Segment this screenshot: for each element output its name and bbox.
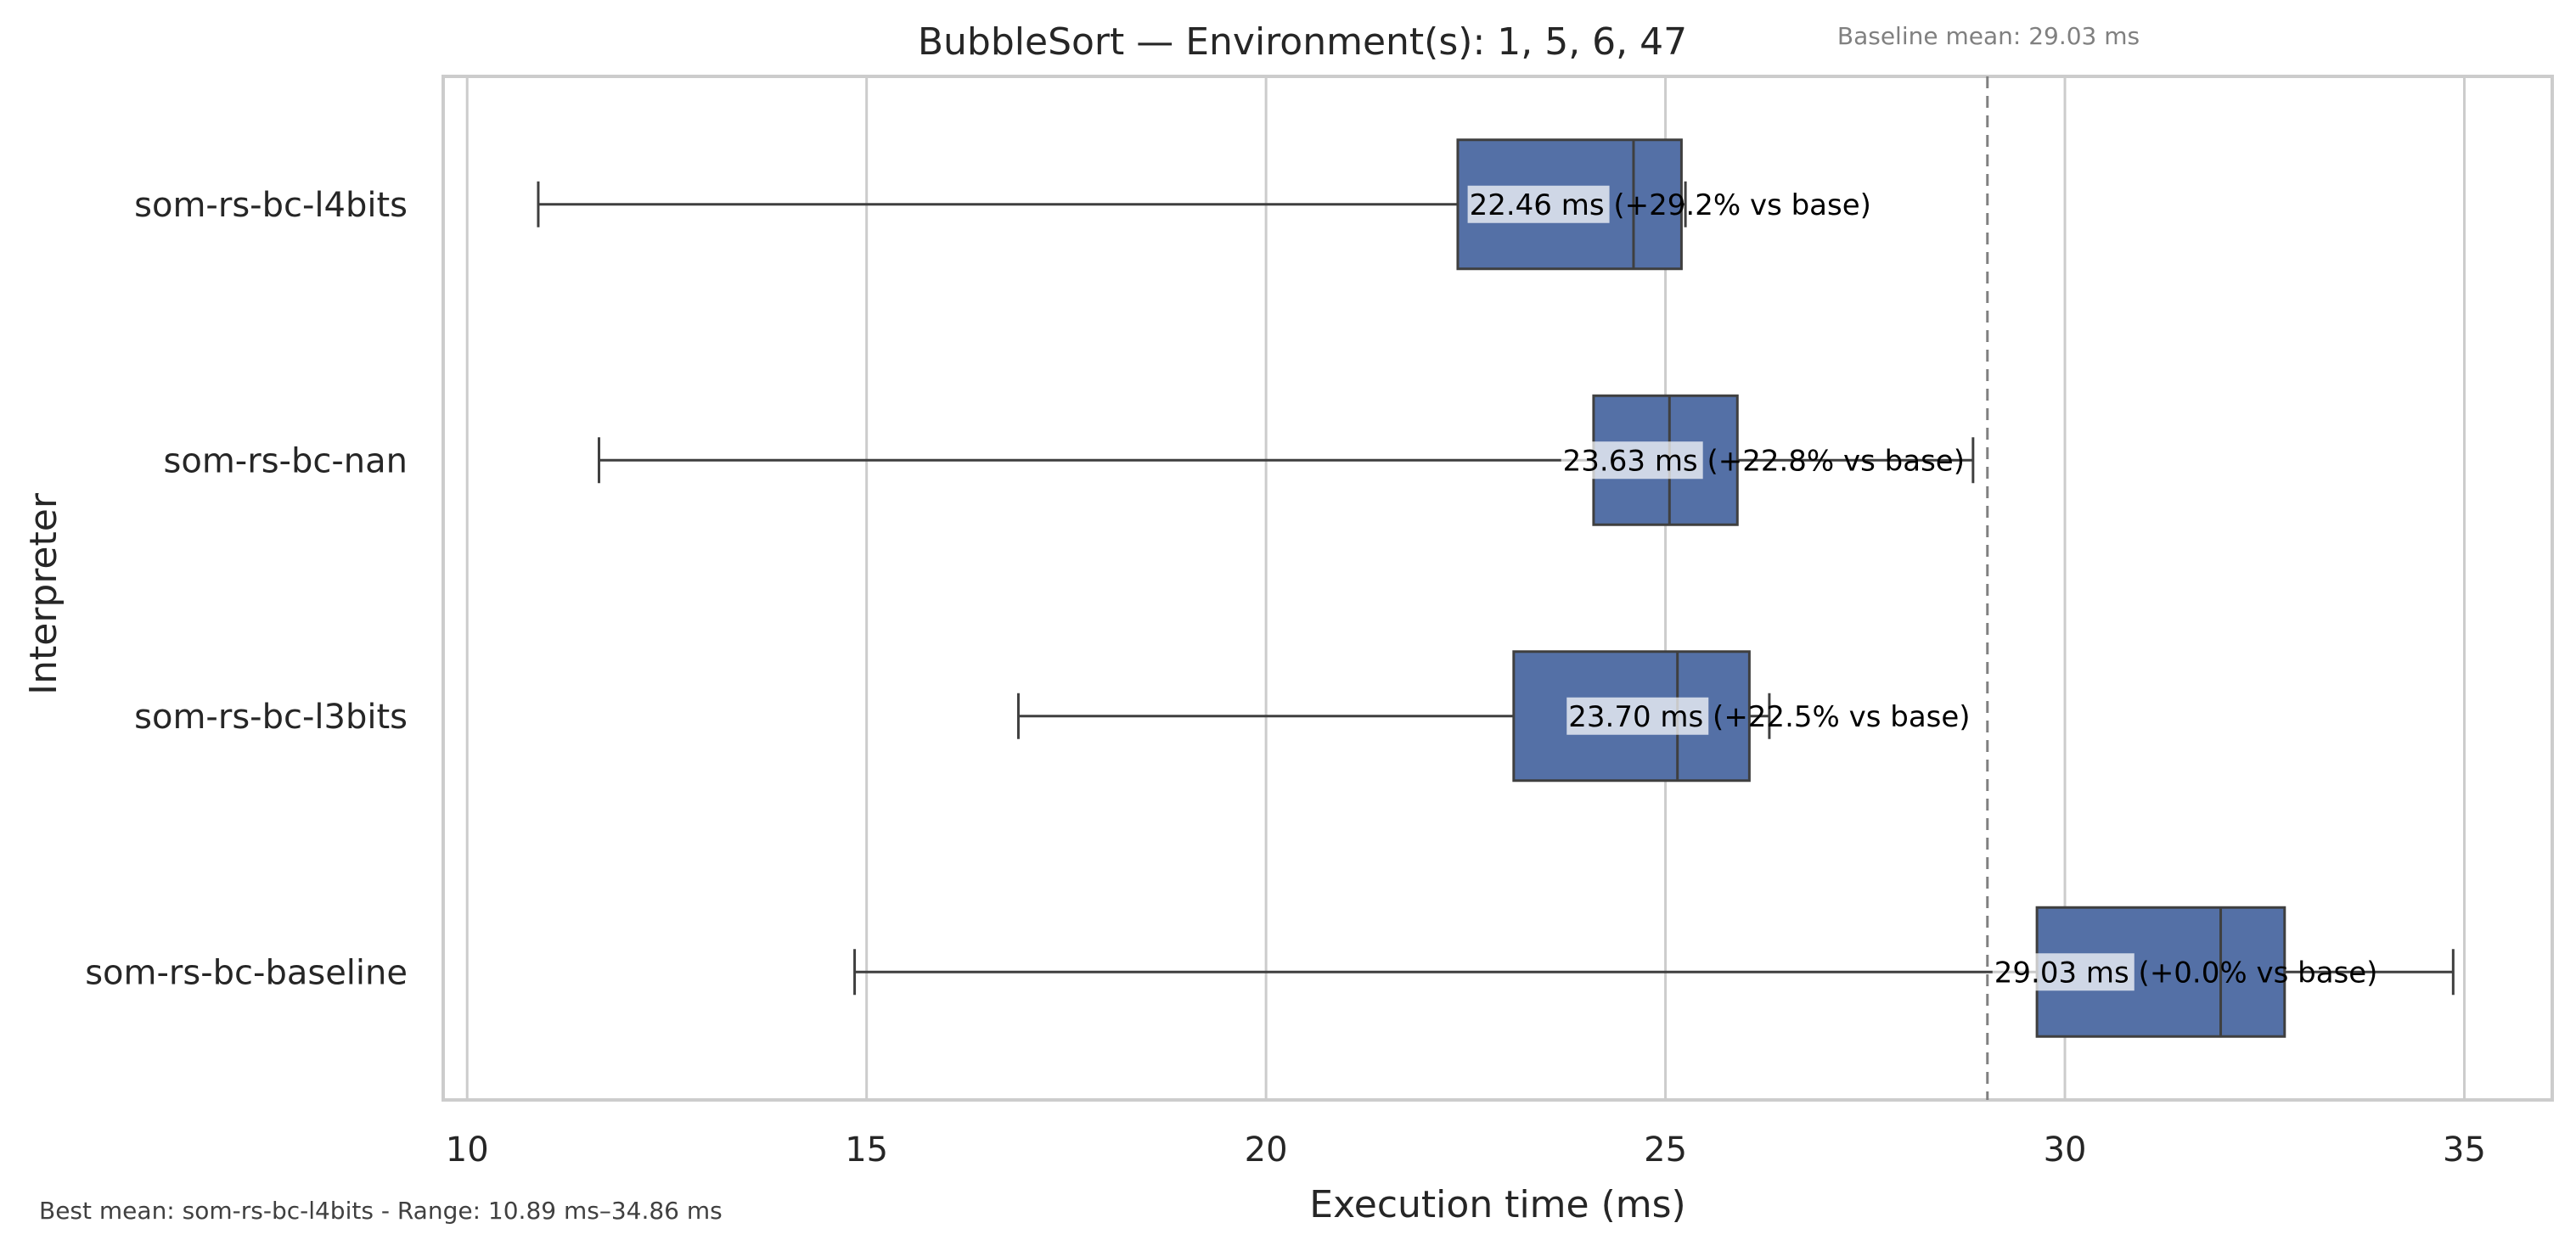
y-axis-title: Interpreter bbox=[22, 492, 65, 695]
mean-annotation: 23.63 ms (+22.8% vs base) bbox=[1561, 441, 1965, 480]
mean-annotation: 22.46 ms (+29.2% vs base) bbox=[1467, 185, 1871, 223]
baseline-label: Baseline mean: 29.03 ms bbox=[1837, 22, 2140, 50]
mean-label: 22.46 ms (+29.2% vs base) bbox=[1470, 188, 1871, 222]
mean-label-background bbox=[1561, 441, 1703, 480]
mean-label-background bbox=[1467, 185, 1610, 223]
x-tick-label: 15 bbox=[845, 1130, 888, 1170]
x-tick-label: 30 bbox=[2044, 1130, 2087, 1170]
y-tick-label: som-rs-bc-baseline bbox=[85, 953, 408, 992]
mean-label: 23.63 ms (+22.8% vs base) bbox=[1563, 444, 1965, 478]
tick-labels: 10 15 20 25 30 35 som-rs-bc-l4bits som-rs-bc-na… bbox=[85, 186, 2486, 1170]
y-tick-label: som-rs-bc-nan bbox=[164, 441, 408, 480]
x-axis-title: Execution time (ms) bbox=[1309, 1183, 1685, 1226]
x-tick-label: 35 bbox=[2443, 1130, 2486, 1170]
x-tick-label: 10 bbox=[446, 1130, 489, 1170]
plot-frame bbox=[442, 75, 2554, 1102]
mean-label-background bbox=[1992, 953, 2134, 991]
mean-label: 23.70 ms (+22.5% vs base) bbox=[1568, 700, 1970, 734]
y-tick-label: som-rs-bc-l3bits bbox=[134, 698, 408, 737]
mean-annotation: 23.70 ms (+22.5% vs base) bbox=[1566, 697, 1971, 735]
chart-title: BubbleSort — Environment(s): 1, 5, 6, 47 bbox=[918, 20, 1687, 64]
x-tick-label: 25 bbox=[1644, 1130, 1687, 1170]
x-tick-label: 20 bbox=[1245, 1130, 1288, 1170]
mean-labels: 22.46 ms (+29.2% vs base) 23.63 ms (+22.8… bbox=[1467, 185, 2378, 991]
mean-label: 29.03 ms (+0.0% vs base) bbox=[1994, 956, 2378, 990]
y-tick-label: som-rs-bc-l4bits bbox=[134, 186, 408, 225]
mean-annotation: 29.03 ms (+0.0% vs base) bbox=[1992, 953, 2378, 991]
mean-label-background bbox=[1566, 697, 1709, 735]
footer-note: Best mean: som-rs-bc-l4bits - Range: 10.… bbox=[39, 1197, 723, 1225]
